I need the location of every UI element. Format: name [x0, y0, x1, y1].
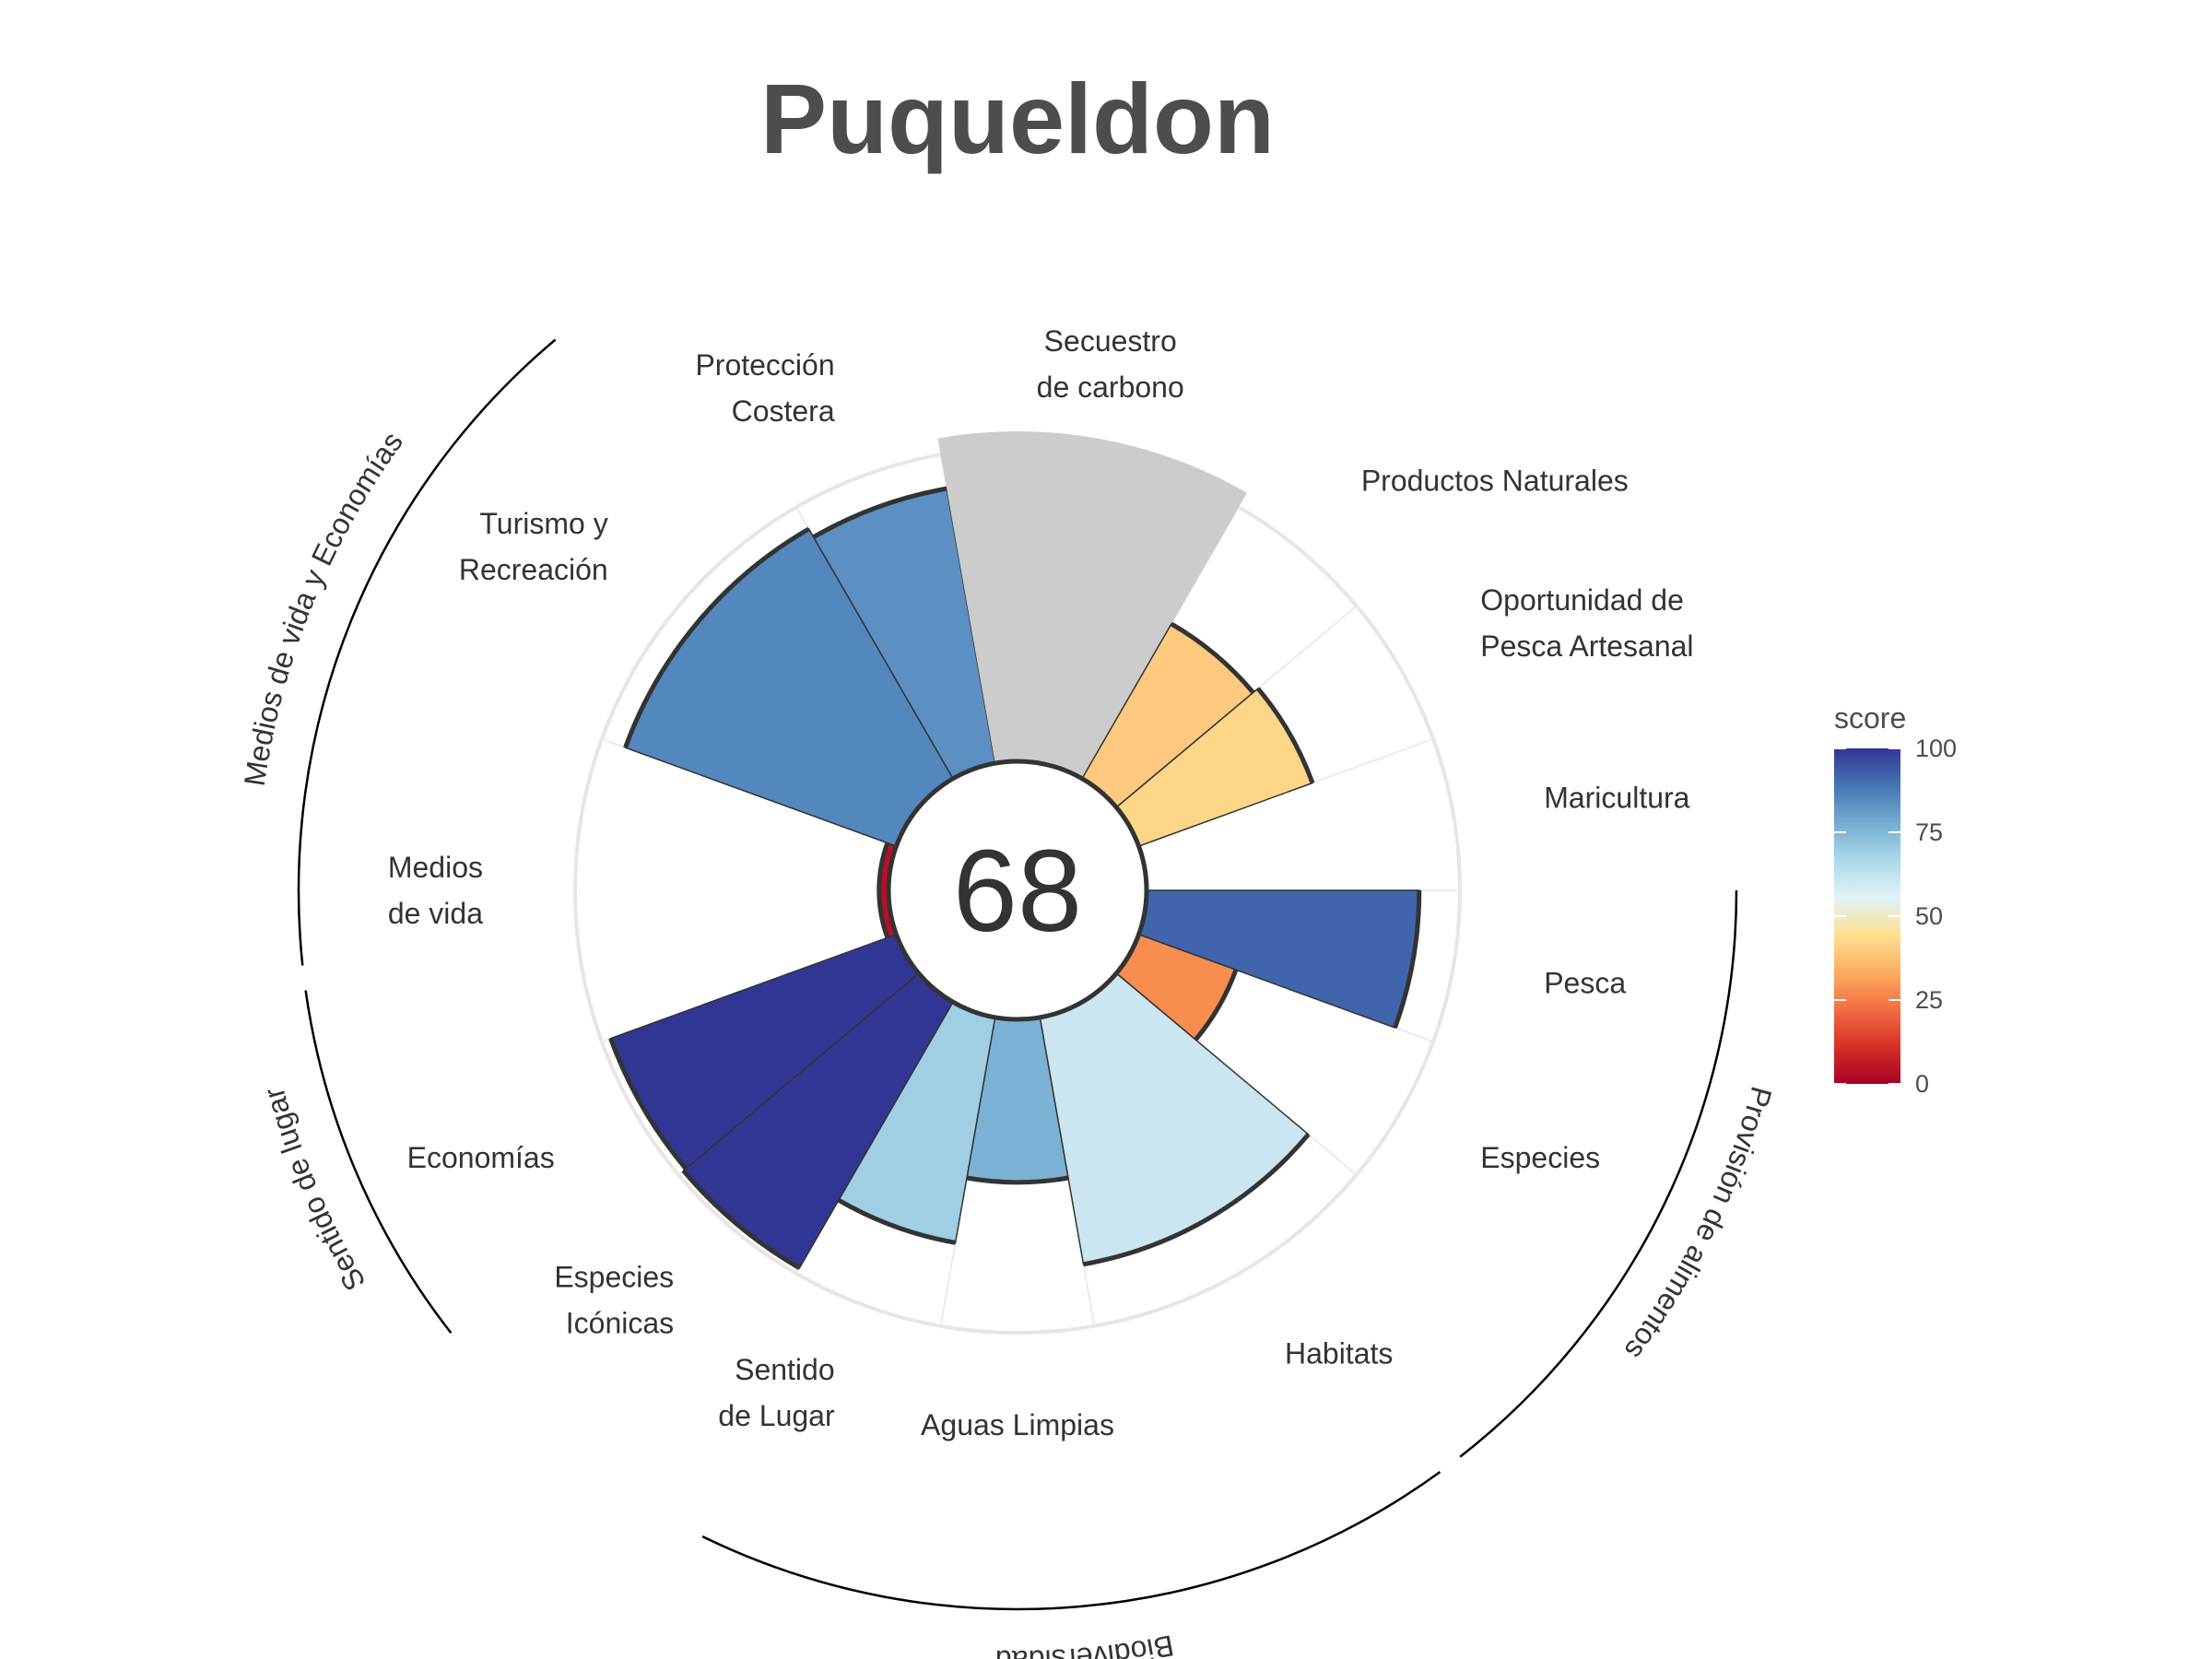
legend-tick-label: 50 [1915, 902, 1943, 930]
group-label: Biodiversidad [994, 1629, 1176, 1659]
group-arc [701, 1471, 1441, 1611]
group-arc [297, 338, 557, 966]
group-label: Medios de vida y Economías [238, 426, 409, 789]
bar-outline-12 [1255, 687, 1315, 784]
legend-tick-label: 75 [1915, 818, 1943, 846]
bar-outline-3 [966, 1175, 1069, 1185]
legend-tick-label: 0 [1915, 1070, 1929, 1098]
group-arc [304, 990, 453, 1334]
category-label: Especies [1480, 1141, 1600, 1174]
bar-outline-7 [877, 841, 890, 939]
category-label: Medios [388, 851, 483, 884]
category-label: de carbono [1037, 371, 1184, 404]
category-label: Pesca Artesanal [1480, 629, 1693, 663]
bar-outline-4 [837, 1198, 957, 1245]
bar-outline-6 [608, 1037, 688, 1171]
group-label: Sentido de lugar [257, 1084, 372, 1297]
bar-outlines [608, 486, 1422, 1270]
legend-tick-label: 100 [1915, 735, 1957, 762]
category-label: Aguas Limpias [921, 1408, 1114, 1441]
bar-outline-11 [1170, 621, 1255, 695]
chart-title: Puqueldon [760, 63, 1275, 174]
category-label: Economías [407, 1141, 555, 1174]
category-labels: Pesca Especies Habitats Aguas Limpias Sentid… [388, 324, 1694, 1441]
category-label: Productos Naturales [1361, 465, 1629, 498]
bar-outline-1 [1194, 969, 1239, 1041]
category-label: Turismo y [479, 507, 607, 540]
bars [609, 431, 1420, 1269]
category-label: Oportunidad de [1480, 583, 1684, 617]
category-label: Costera [732, 394, 835, 428]
legend-title: score [1834, 701, 1906, 735]
category-label: Protección [695, 348, 834, 382]
bar-10 [937, 431, 1247, 779]
legend: score 0 25 50 75 100 [1834, 701, 1957, 1098]
center-score: 68 [953, 826, 1082, 956]
group-arc [1459, 889, 1738, 1458]
category-label: Habitats [1285, 1336, 1393, 1370]
center-score-group: 68 [886, 759, 1149, 1022]
bar-outline-8 [623, 526, 810, 748]
center-circle [886, 759, 1149, 1022]
category-label: de vida [388, 897, 483, 930]
bar-outline-0 [1393, 889, 1422, 1029]
category-label: Sentido [735, 1353, 835, 1386]
bar-outline-2 [1083, 1133, 1311, 1267]
bar-outline-5 [681, 1169, 801, 1270]
group-label: Provisión de alimentos [1618, 1083, 1779, 1366]
category-label: Pesca [1544, 967, 1626, 1000]
category-label: Recreación [459, 553, 608, 586]
category-label: de Lugar [718, 1399, 835, 1432]
bar-outline-9 [812, 486, 947, 539]
category-label: Especies [554, 1260, 674, 1293]
category-label: Icónicas [566, 1306, 674, 1339]
legend-tick-label: 25 [1915, 986, 1943, 1014]
category-label: Maricultura [1544, 781, 1689, 814]
category-label: Secuestro [1044, 324, 1177, 358]
